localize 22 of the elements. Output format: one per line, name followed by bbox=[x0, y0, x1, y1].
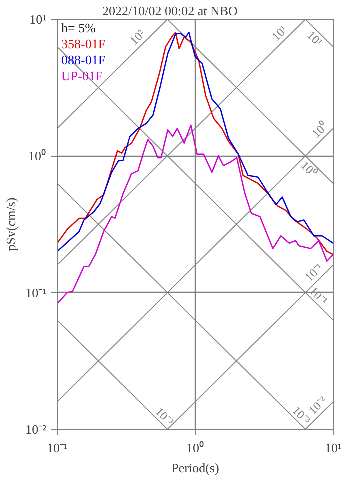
text: 088-01F bbox=[62, 52, 106, 68]
annotation: 10⁻³ bbox=[152, 404, 177, 429]
chart-title: 2022/10/02 00:02 at NBO bbox=[102, 4, 238, 18]
annotation: 10¹ bbox=[269, 22, 290, 44]
annotation: 10¹ bbox=[304, 28, 326, 50]
annotation: 10⁰ bbox=[298, 158, 320, 180]
text: 358-01F bbox=[62, 36, 106, 52]
y-tick-label: 10⁻¹ bbox=[26, 285, 47, 300]
annotation: 10⁻¹ bbox=[302, 260, 326, 285]
x-tick-label: 10¹ bbox=[325, 440, 342, 456]
text: UP-01F bbox=[62, 68, 103, 84]
annotation: 10⁻² bbox=[306, 393, 330, 418]
x-tick-label: 10⁻¹ bbox=[47, 440, 68, 456]
y-tick-label: 10⁰ bbox=[28, 148, 46, 164]
annotation: 10⁰ bbox=[309, 120, 330, 141]
annotation: h= 5% bbox=[62, 20, 96, 36]
x-axis-title: Period(s) bbox=[172, 460, 220, 476]
annotation: 10² bbox=[127, 26, 148, 48]
y-tick-label: 10¹ bbox=[30, 12, 47, 27]
y-axis-title: pSv(cm/s) bbox=[4, 198, 19, 252]
x-tick-label: 10⁰ bbox=[186, 440, 204, 456]
y-tick-label: 10⁻² bbox=[26, 422, 47, 437]
